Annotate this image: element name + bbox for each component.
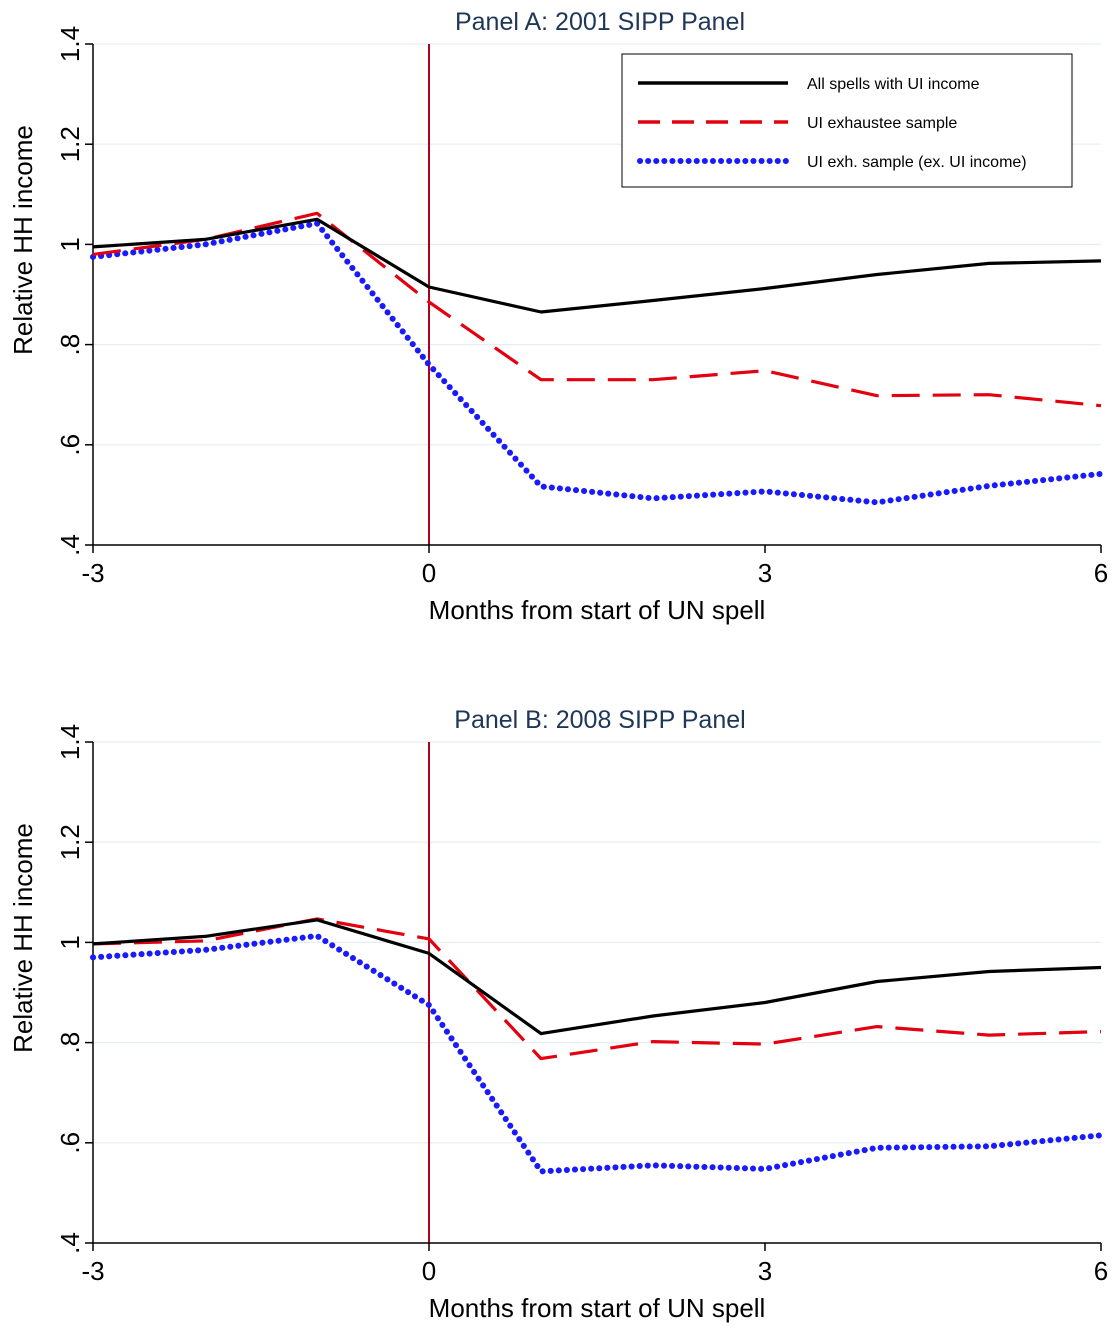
panel-a-chart: Panel A: 2001 SIPP Panel .4 .6 .8 1 1.2 1.4 -… [8,8,1108,625]
legend: All spells with UI income UI exhaustee s… [621,53,1073,188]
y-tick-label: 1.4 [55,724,85,760]
y-tick-label: .4 [55,534,85,556]
y-tick-label: .4 [55,1232,85,1254]
x-tick-label: 0 [422,558,436,588]
series-line-solid [92,918,1102,1036]
y-tick-label: 1.2 [55,126,85,162]
series-line-dotted [90,932,1104,1175]
y-tick-label: 1.2 [55,824,85,860]
y-tick-label: .8 [55,334,85,356]
legend-label: UI exh. sample (ex. UI income) [807,154,1027,171]
x-ticks: -3 0 3 6 [81,1243,1108,1286]
panel-b-chart: Panel B: 2008 SIPP Panel .4 .6 .8 1 1.2 1.4 -… [8,706,1108,1323]
series-lines [90,211,1104,506]
x-tick-label: -3 [81,1256,104,1286]
x-tick-label: -3 [81,558,104,588]
x-tick-label: 0 [422,1256,436,1286]
y-axis-label: Relative HH income [8,125,38,355]
y-tick-label: 1 [55,935,85,949]
series-line-solid [92,217,1102,314]
series-lines [90,917,1104,1175]
y-tick-label: .6 [55,1132,85,1154]
legend-box [621,53,1073,188]
y-ticks: .4 .6 .8 1 1.2 1.4 [55,724,93,1254]
x-axis-label: Months from start of UN spell [429,1293,766,1323]
x-tick-label: 6 [1094,558,1108,588]
y-axis-label: Relative HH income [8,823,38,1053]
legend-label: UI exhaustee sample [807,115,957,132]
y-tick-label: .6 [55,434,85,456]
y-ticks: .4 .6 .8 1 1.2 1.4 [55,26,93,556]
x-axis-label: Months from start of UN spell [429,595,766,625]
x-tick-label: 3 [758,558,772,588]
y-tick-label: .8 [55,1032,85,1054]
x-ticks: -3 0 3 6 [81,545,1108,588]
series-line-dashed [92,917,1102,1061]
gridlines [93,741,1101,1144]
x-tick-label: 3 [758,1256,772,1286]
y-tick-label: 1 [55,237,85,251]
y-tick-label: 1.4 [55,26,85,62]
legend-label: All spells with UI income [807,76,980,93]
series-line-dotted [90,220,1104,506]
chart-title: Panel A: 2001 SIPP Panel [455,8,745,36]
chart-title: Panel B: 2008 SIPP Panel [454,706,745,734]
series-line-dashed [92,211,1102,408]
x-tick-label: 6 [1094,1256,1108,1286]
